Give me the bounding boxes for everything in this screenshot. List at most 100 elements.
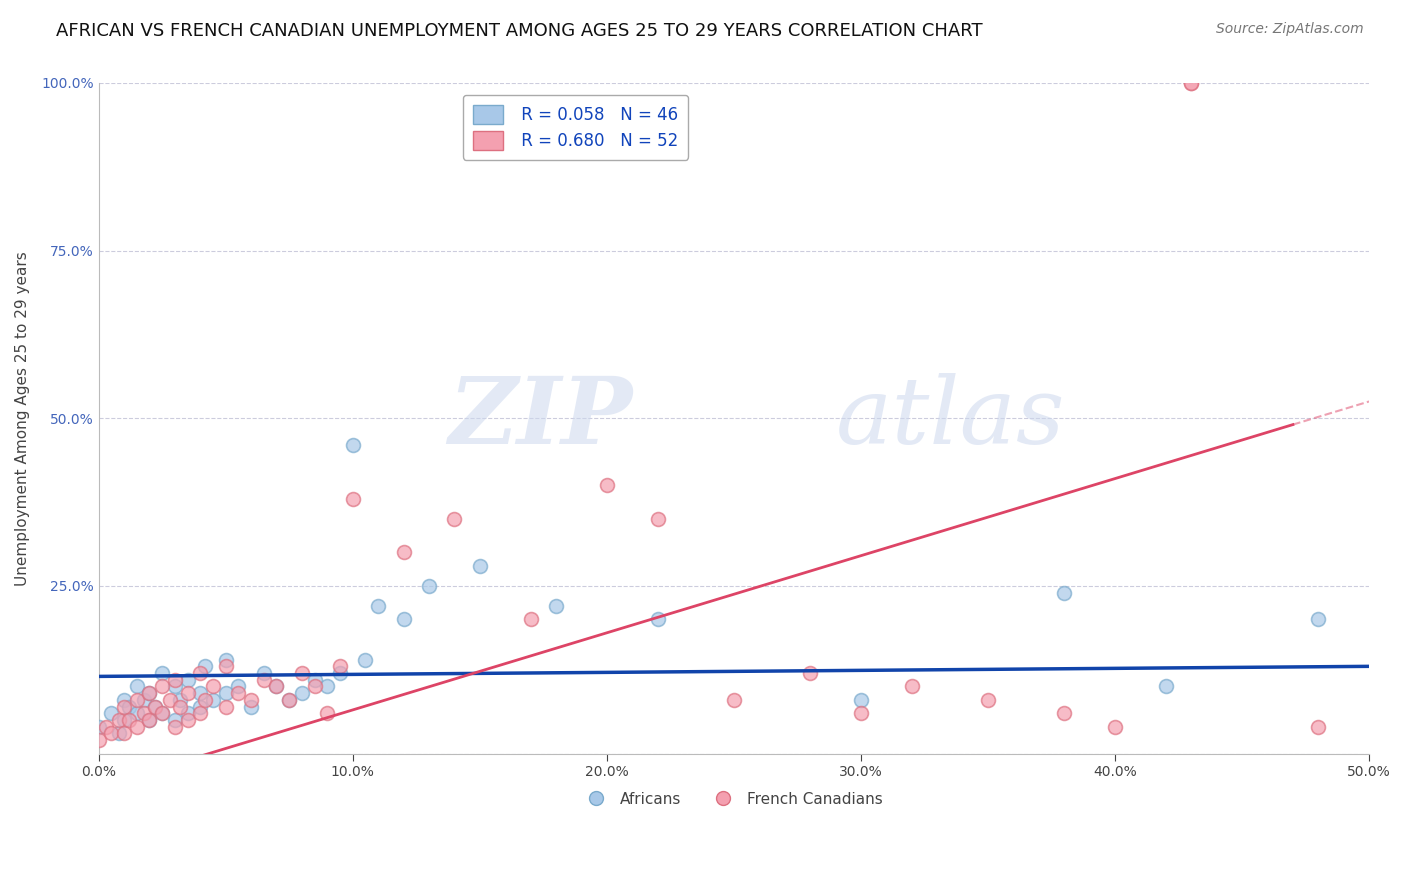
Point (329, 666, 352, 681)
Point (150, 666, 173, 681)
Point (201, 693, 224, 707)
Point (1180, 76, 1202, 90)
Point (169, 693, 191, 707)
Legend: Africans, French Canadians: Africans, French Canadians (579, 786, 889, 813)
Point (1154, 680, 1177, 694)
Point (291, 666, 314, 681)
Point (443, 512, 465, 526)
Point (125, 693, 148, 707)
Point (96, 720, 118, 734)
Point (647, 512, 669, 526)
Point (87, 720, 110, 734)
Point (108, 726, 131, 740)
Point (163, 680, 186, 694)
Point (1053, 706, 1076, 721)
Point (266, 680, 288, 694)
Point (214, 699, 236, 714)
Point (134, 693, 156, 707)
Point (253, 673, 276, 687)
Point (100, 706, 122, 721)
Point (163, 673, 186, 687)
Point (354, 653, 377, 667)
Point (367, 599, 389, 613)
Point (1308, 720, 1330, 734)
Point (108, 713, 131, 727)
Point (150, 706, 173, 721)
Point (159, 693, 181, 707)
Point (1104, 720, 1126, 734)
Point (304, 673, 326, 687)
Point (316, 680, 339, 694)
Point (342, 438, 364, 452)
Point (188, 699, 211, 714)
Point (214, 659, 236, 673)
Point (849, 706, 872, 721)
Point (100, 726, 122, 740)
Point (194, 693, 217, 707)
Point (188, 666, 211, 681)
Point (468, 558, 491, 573)
Point (201, 680, 224, 694)
Point (342, 491, 364, 506)
Y-axis label: Unemployment Among Ages 25 to 29 years: Unemployment Among Ages 25 to 29 years (15, 251, 30, 586)
Point (418, 579, 440, 593)
Point (176, 713, 198, 727)
Point (1308, 612, 1330, 626)
Point (240, 699, 263, 714)
Point (291, 686, 314, 700)
Point (125, 680, 148, 694)
Point (143, 699, 166, 714)
Point (138, 713, 160, 727)
Point (228, 686, 250, 700)
Point (138, 686, 160, 700)
Point (1180, 76, 1202, 90)
Point (112, 726, 135, 740)
Point (163, 713, 186, 727)
Point (228, 680, 250, 694)
Point (647, 612, 669, 626)
Point (112, 713, 135, 727)
Point (723, 693, 745, 707)
Point (214, 653, 236, 667)
Text: AFRICAN VS FRENCH CANADIAN UNEMPLOYMENT AMONG AGES 25 TO 29 YEARS CORRELATION CH: AFRICAN VS FRENCH CANADIAN UNEMPLOYMENT … (56, 22, 983, 40)
Point (304, 680, 326, 694)
Point (138, 686, 160, 700)
Point (392, 545, 415, 559)
Point (118, 713, 141, 727)
Point (214, 686, 236, 700)
Point (194, 659, 217, 673)
Text: atlas: atlas (835, 373, 1064, 463)
Point (240, 693, 263, 707)
Point (87, 733, 110, 747)
Point (118, 699, 141, 714)
Point (596, 478, 619, 492)
Point (329, 659, 352, 673)
Point (150, 680, 173, 694)
Point (176, 686, 198, 700)
Text: Source: ZipAtlas.com: Source: ZipAtlas.com (1216, 22, 1364, 37)
Text: ZIP: ZIP (449, 373, 633, 463)
Point (253, 666, 276, 681)
Point (112, 693, 135, 707)
Point (278, 693, 301, 707)
Point (188, 686, 211, 700)
Point (125, 706, 148, 721)
Point (125, 720, 148, 734)
Point (1053, 585, 1076, 599)
Point (176, 706, 198, 721)
Point (849, 693, 872, 707)
Point (150, 706, 173, 721)
Point (799, 666, 821, 681)
Point (278, 693, 301, 707)
Point (266, 680, 288, 694)
Point (143, 699, 166, 714)
Point (316, 706, 339, 721)
Point (900, 680, 922, 694)
Point (176, 673, 198, 687)
Point (138, 713, 160, 727)
Point (977, 693, 1000, 707)
Point (188, 706, 211, 721)
Point (163, 720, 186, 734)
Point (134, 706, 156, 721)
Point (169, 699, 191, 714)
